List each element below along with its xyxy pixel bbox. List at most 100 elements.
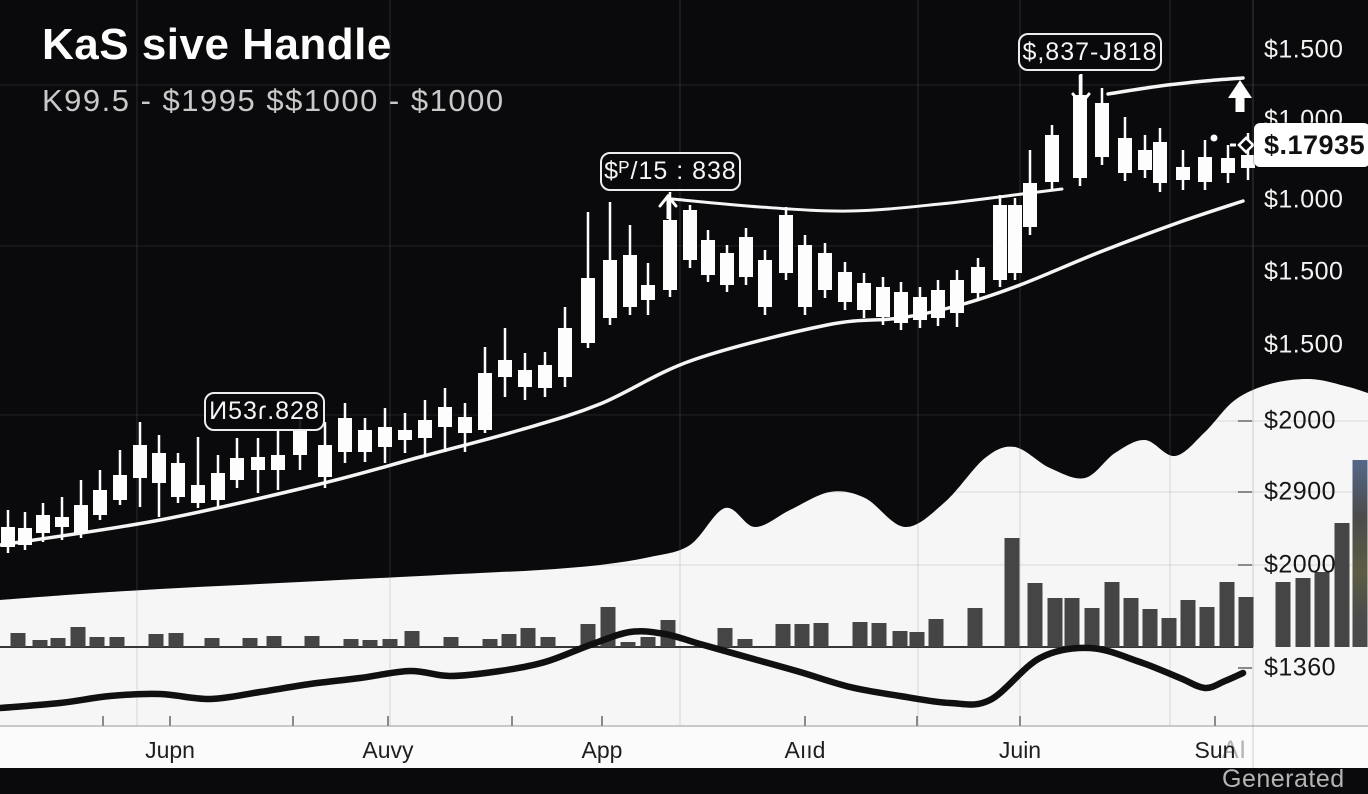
candlestick: [663, 192, 677, 297]
candle-body: [171, 463, 185, 497]
candle-body: [55, 517, 69, 527]
arrow-head: [658, 193, 678, 208]
volume-bar: [1027, 583, 1043, 647]
candlestick: [603, 202, 617, 325]
candlestick: [857, 273, 871, 318]
candlestick: [498, 328, 512, 397]
volume-bar: [871, 623, 887, 647]
ai-generated-watermark: AI Generated: [1222, 736, 1345, 793]
volume-bar: [304, 636, 320, 647]
candlestick: [438, 388, 452, 452]
candle-body: [1138, 150, 1152, 170]
candle-body: [913, 297, 927, 320]
x-axis-label: Auvy: [362, 737, 414, 763]
volume-bar: [404, 631, 420, 647]
candle-body: [458, 417, 472, 433]
candlestick: [518, 353, 532, 400]
volume-bar: [1199, 607, 1215, 647]
candle-body: [1153, 142, 1167, 183]
candle-body: [931, 290, 945, 318]
candle-body: [398, 430, 412, 440]
candle-body: [558, 328, 572, 377]
candle-body: [113, 475, 127, 500]
volume-bar: [1314, 572, 1330, 647]
candlestick: [1045, 125, 1059, 190]
volume-bar: [1275, 582, 1291, 647]
candlestick: [211, 455, 225, 508]
volume-bar: [1219, 582, 1235, 647]
candle-body: [1, 527, 15, 547]
volume-bar: [1064, 598, 1080, 647]
candlestick: [1198, 140, 1212, 190]
candle-body: [271, 455, 285, 470]
x-axis-label: Aııd: [784, 737, 826, 763]
candlestick: [338, 403, 352, 463]
candle-body: [663, 220, 677, 290]
volume-bar: [482, 639, 498, 647]
candlestick: [701, 230, 715, 282]
candle-body: [857, 283, 871, 310]
volume-bar: [109, 637, 125, 647]
y-axis-label: $1.500: [1264, 257, 1344, 286]
x-axis-label: Juin: [998, 737, 1042, 763]
volume-bar: [1238, 597, 1254, 647]
candle-body: [338, 418, 352, 452]
volume-bar: [32, 640, 48, 647]
candlestick: [1153, 128, 1167, 192]
candlestick: [779, 207, 793, 280]
candlestick: [993, 195, 1007, 287]
volume-bar: [620, 642, 636, 647]
candlestick: [93, 470, 107, 520]
last-price-label: $.17935: [1264, 129, 1366, 160]
x-axis-label: App: [581, 737, 623, 763]
volume-bar: [1142, 609, 1158, 647]
candlestick: [318, 422, 332, 488]
y-axis-label: $1.500: [1264, 330, 1344, 359]
volume-bar: [852, 622, 868, 647]
candle-body: [93, 490, 107, 515]
candlestick: [971, 258, 985, 300]
candle-body: [230, 458, 244, 480]
candle-body: [1118, 138, 1132, 173]
candle-body: [683, 210, 697, 260]
candlestick: [113, 450, 127, 505]
candlestick: [1095, 88, 1109, 165]
volume-bar: [928, 619, 944, 647]
candle-body: [1241, 155, 1255, 168]
candlestick: [1138, 135, 1152, 178]
candle-body: [701, 240, 715, 275]
candle-body: [438, 407, 452, 427]
candlestick: [458, 403, 472, 452]
axis-strip: [0, 727, 1368, 768]
candle-body: [1073, 95, 1087, 178]
candle-body: [894, 292, 908, 323]
oscillator-line: [0, 628, 1247, 712]
volume-bar: [382, 639, 398, 647]
volume-bar: [1047, 598, 1063, 647]
moving-average-line: [0, 199, 1245, 547]
candlestick: [133, 422, 147, 507]
candle-body: [1045, 135, 1059, 182]
candlestick: [418, 400, 432, 457]
candlestick: [581, 212, 595, 348]
candle-body: [818, 253, 832, 290]
candle-body: [378, 427, 392, 447]
candle-body: [876, 287, 890, 317]
candlestick: [152, 435, 166, 517]
candlestick: [1008, 198, 1022, 280]
candlestick: [838, 262, 852, 310]
candle-body: [798, 245, 812, 307]
candle-body: [478, 373, 492, 430]
candlestick: [398, 413, 412, 453]
candlestick: [818, 243, 832, 298]
candlestick: [641, 263, 655, 315]
candle-body: [838, 272, 852, 302]
candle-body: [498, 360, 512, 377]
candlestick: [894, 282, 908, 330]
volume-bar: [909, 632, 925, 647]
volume-bar: [813, 623, 829, 647]
candle-body: [251, 457, 265, 470]
candlestick: [230, 438, 244, 488]
volume-bar: [343, 639, 359, 647]
